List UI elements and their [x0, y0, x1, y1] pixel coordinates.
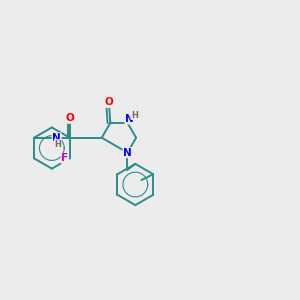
Text: H: H: [131, 110, 138, 119]
Text: O: O: [105, 97, 114, 107]
Text: H: H: [54, 140, 61, 148]
Text: O: O: [66, 113, 75, 123]
Text: N: N: [52, 133, 61, 143]
Text: F: F: [61, 153, 68, 163]
Text: N: N: [123, 148, 132, 158]
Text: N: N: [125, 114, 134, 124]
